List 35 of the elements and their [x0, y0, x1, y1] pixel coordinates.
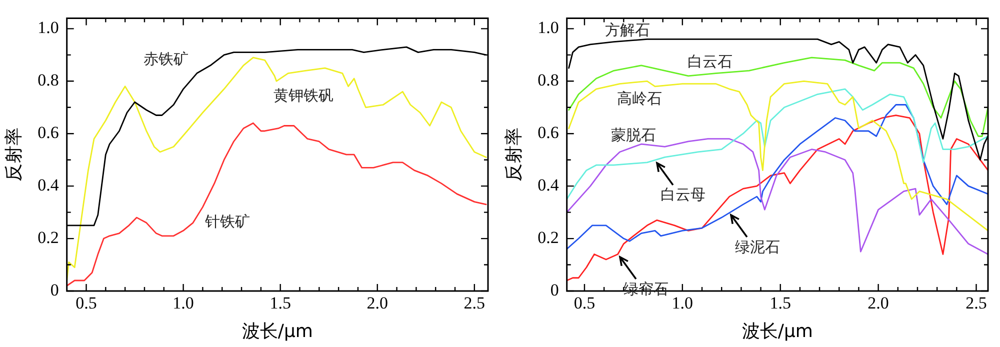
x-axis-title: 波长/μm — [742, 320, 813, 342]
y-tick-label: 0.2 — [538, 228, 559, 248]
y-tick-label: 0.6 — [538, 123, 559, 142]
x-tick-label: 1.0 — [172, 294, 194, 313]
x-tick-label: 0.5 — [574, 294, 596, 313]
y-tick-label: 0.4 — [538, 176, 560, 195]
annotation: 白云母 — [660, 186, 706, 204]
y-axis-title: 反射率 — [503, 128, 524, 182]
series-label: 针铁矿 — [204, 212, 250, 231]
y-tick-label: 1.0 — [38, 18, 59, 38]
annotation: 绿泥石 — [734, 238, 780, 256]
y-tick-label: 0 — [550, 280, 559, 300]
x-tick-label: 2.0 — [868, 294, 889, 313]
x-tick-label: 2.0 — [366, 294, 388, 313]
legend-label: 方解石 — [604, 21, 650, 40]
x-tick-label: 1.5 — [270, 294, 291, 313]
y-axis-title: 反射率 — [3, 128, 24, 182]
y-tick-label: 0.8 — [38, 70, 59, 90]
y-tick-label: 0 — [50, 280, 59, 300]
x-tick-label: 2.5 — [966, 294, 987, 313]
x-tick-label: 2.5 — [464, 294, 486, 313]
series-label: 高岭石 — [616, 89, 662, 108]
series-label: 白云石 — [688, 52, 733, 71]
series-label: 黄钾铁矾 — [274, 86, 334, 105]
x-tick-label: 0.5 — [76, 294, 97, 313]
series-label: 赤铁矿 — [143, 50, 188, 68]
x-tick-label: 1.5 — [770, 294, 791, 313]
x-tick-label: 1.0 — [672, 294, 694, 313]
series-label: 蒙脱石 — [610, 126, 656, 144]
y-tick-label: 1.0 — [538, 18, 559, 38]
x-axis-title: 波长/μm — [242, 320, 313, 342]
y-tick-label: 0.6 — [38, 123, 59, 142]
y-tick-label: 0.2 — [38, 228, 59, 248]
y-tick-label: 0.8 — [538, 70, 559, 90]
y-tick-label: 0.4 — [38, 176, 60, 195]
